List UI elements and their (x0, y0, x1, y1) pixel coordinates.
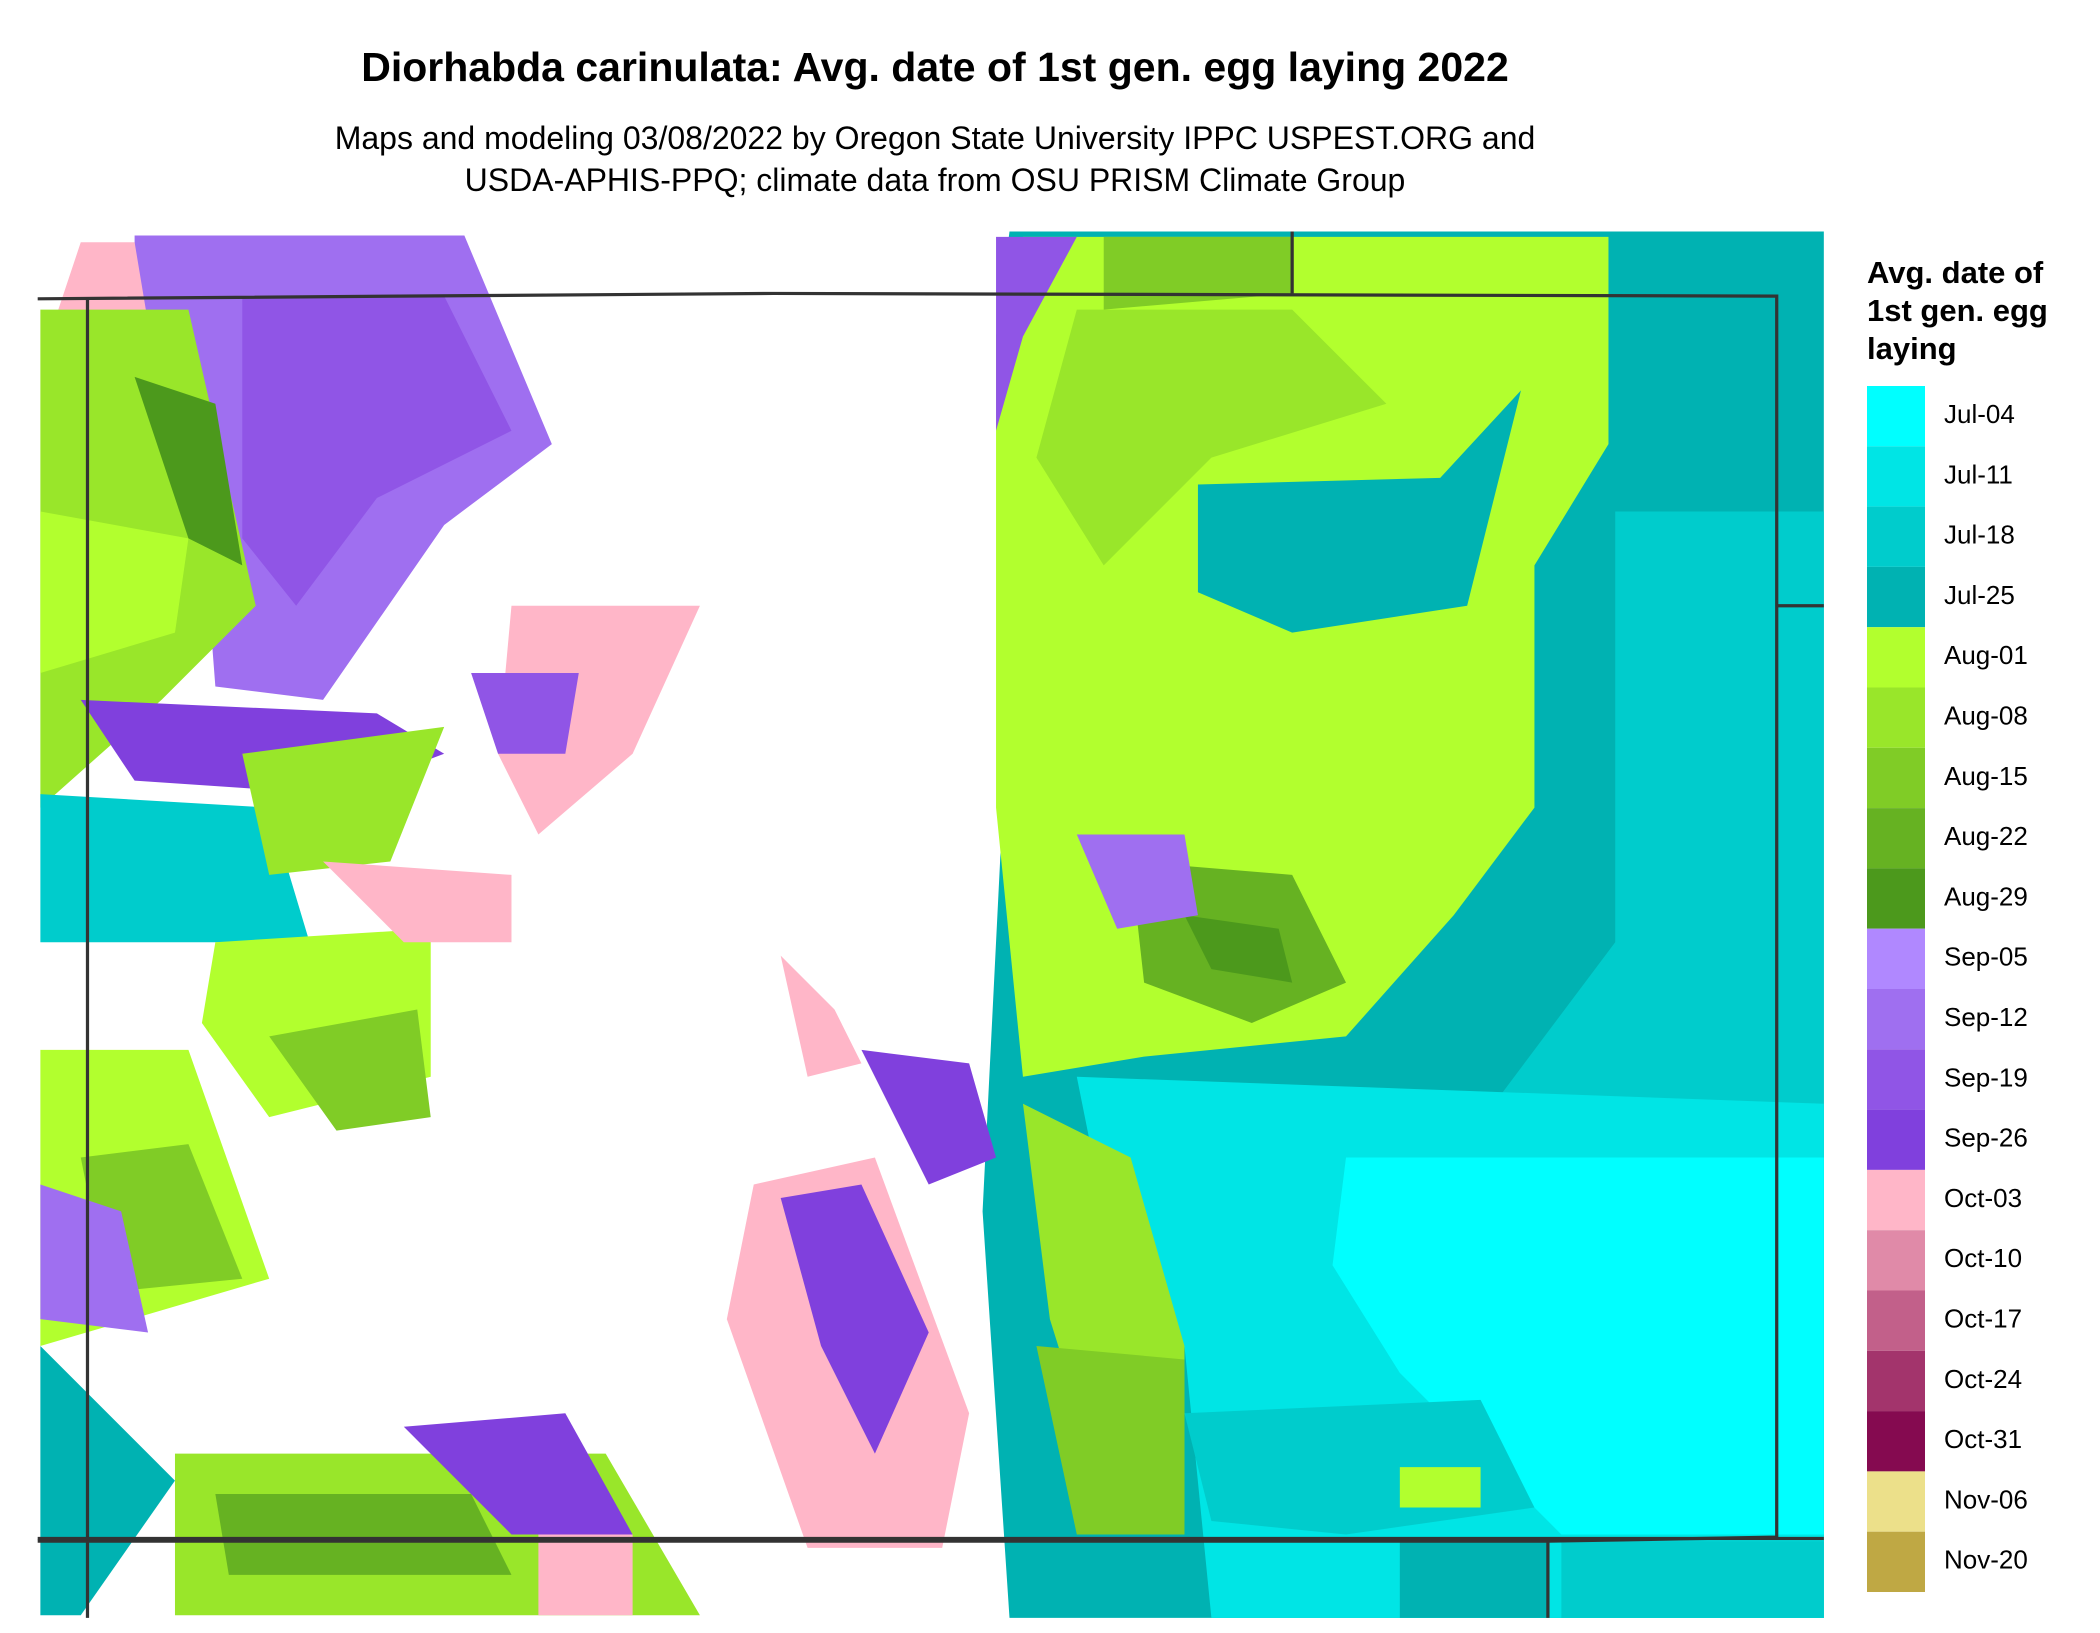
map-region (215, 1494, 512, 1575)
legend-swatch (1867, 989, 1925, 1050)
map-region (1184, 1399, 1535, 1535)
map-region (498, 605, 700, 835)
map-region (780, 955, 862, 1077)
map-region (242, 296, 512, 606)
legend-label: Sep-26 (1944, 1123, 2028, 1153)
legend-swatch (1867, 1049, 1925, 1110)
map-region (1036, 1346, 1185, 1535)
legend-label: Sep-12 (1944, 1002, 2028, 1032)
legend-swatch (1867, 808, 1925, 869)
legend-label: Aug-22 (1944, 821, 2028, 851)
legend-swatch (1867, 1350, 1925, 1412)
map-region (134, 376, 243, 566)
legend-label: Nov-06 (1944, 1484, 2028, 1514)
map-region (40, 794, 310, 943)
map-region (1197, 390, 1521, 633)
legend-label: Jul-25 (1944, 580, 2015, 610)
legend-swatch (1867, 1290, 1925, 1351)
map-regions (40, 231, 1824, 1618)
legend-label: Sep-19 (1944, 1062, 2028, 1092)
map-region (1399, 1467, 1481, 1508)
legend-swatch (1867, 386, 1925, 447)
legend-swatch (1867, 928, 1925, 989)
legend-swatch (1867, 627, 1925, 688)
legend-swatch (1867, 1471, 1925, 1532)
boundaries (37, 231, 1824, 1618)
map-region (1103, 236, 1293, 310)
legend-swatch (1867, 868, 1925, 929)
map-region (242, 726, 445, 875)
map-region (780, 1184, 929, 1454)
map-region (1332, 1157, 1824, 1535)
map-region (40, 1346, 175, 1616)
legend-label: Nov-20 (1944, 1545, 2028, 1575)
legend-swatch (1867, 687, 1925, 748)
legend-swatch (1867, 1411, 1925, 1472)
legend-title: Avg. date of 1st gen. egg laying (1867, 255, 2048, 366)
map-region (996, 236, 1077, 431)
map-region (269, 1009, 431, 1131)
legend-swatch (1867, 1109, 1925, 1170)
legend-label: Oct-10 (1944, 1243, 2022, 1273)
legend-label: Jul-18 (1944, 520, 2015, 550)
legend-swatch (1867, 1230, 1925, 1291)
legend-swatch (1867, 747, 1925, 809)
map-region (403, 1413, 633, 1535)
legend-label: Oct-17 (1944, 1304, 2022, 1334)
legend-swatch (1867, 566, 1925, 628)
map-region (1076, 834, 1198, 929)
legend-label: Aug-15 (1944, 761, 2028, 791)
legend-label: Oct-03 (1944, 1183, 2022, 1213)
legend-label: Jul-11 (1944, 459, 2013, 489)
legend-swatch (1867, 1169, 1925, 1231)
map-region (1036, 309, 1387, 566)
legend-label: Jul-04 (1944, 399, 2015, 429)
legend-swatch (1867, 446, 1925, 507)
legend: Jul-04 Jul-11 Jul-18 Jul-25 Aug-01 Aug-08 Aug-… (1867, 386, 2028, 1592)
map-region (1399, 1541, 1548, 1618)
map-region (323, 861, 512, 943)
title: Diorhabda carinulata: Avg. date of 1st g… (361, 44, 1509, 90)
map-region (471, 673, 579, 754)
state-boundary (37, 291, 1779, 1543)
legend-label: Aug-01 (1944, 640, 2028, 670)
legend-label: Oct-31 (1944, 1424, 2022, 1454)
map-region (1561, 1541, 1824, 1618)
subtitle: USDA-APHIS-PPQ; climate data from OSU PR… (464, 162, 1406, 198)
map-region (40, 511, 189, 673)
legend-swatch (1867, 1531, 1925, 1592)
map-region (861, 1049, 997, 1185)
map-region (538, 1534, 633, 1616)
legend-label: Sep-05 (1944, 942, 2028, 972)
map-region (40, 1184, 149, 1333)
legend-label: Aug-29 (1944, 881, 2028, 911)
map-region (1184, 915, 1293, 983)
subtitle: Maps and modeling 03/08/2022 by Oregon S… (334, 120, 1536, 156)
legend-swatch (1867, 506, 1925, 567)
legend-label: Oct-24 (1944, 1364, 2022, 1394)
legend-label: Aug-08 (1944, 701, 2028, 731)
